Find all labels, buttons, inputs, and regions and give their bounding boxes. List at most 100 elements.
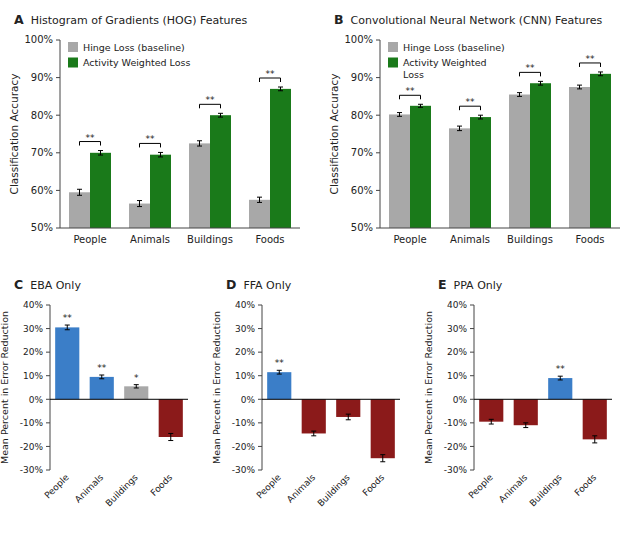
error-bar-line: [160, 152, 161, 157]
y-tick-label: -30%: [20, 465, 44, 475]
error-bar-cap: [523, 422, 528, 423]
y-tick-label: 50%: [351, 222, 373, 233]
bar: [270, 89, 291, 228]
y-tick-label: -10%: [444, 418, 468, 428]
bar: [90, 377, 114, 399]
bar: [210, 115, 231, 228]
legend-swatch: [68, 58, 78, 68]
y-axis-label: Mean Percent in Error Reduction: [423, 311, 434, 464]
bar: [583, 399, 607, 439]
x-tick-label: Foods: [575, 234, 604, 245]
error-bar: [397, 113, 402, 117]
y-tick: [470, 352, 474, 353]
significance-label: **: [526, 63, 536, 73]
error-bar: [278, 87, 283, 91]
y-tick: [470, 422, 474, 423]
y-axis-line: [60, 40, 61, 228]
y-tick: [470, 470, 474, 471]
error-bar-line: [399, 113, 400, 117]
y-tick: [470, 446, 474, 447]
error-bar-line: [382, 455, 383, 462]
bar: [302, 399, 326, 433]
error-bar-line: [101, 375, 102, 379]
y-tick: [258, 305, 262, 306]
y-tick-label: -30%: [444, 465, 468, 475]
y-tick-label: 100%: [344, 34, 373, 45]
error-bar-cap: [137, 206, 142, 207]
error-bar-line: [313, 431, 314, 436]
error-bar-cap: [257, 202, 262, 203]
error-bar-cap: [197, 146, 202, 147]
panel-title-text: PPA Only: [454, 279, 503, 292]
y-tick-label: -30%: [232, 465, 256, 475]
error-bar-cap: [77, 195, 82, 196]
x-tick-label: Buildings: [187, 234, 233, 245]
error-bar-cap: [558, 376, 563, 377]
error-bar-cap: [577, 85, 582, 86]
bar: [590, 74, 611, 228]
error-bar: [277, 370, 282, 374]
bar: [90, 153, 111, 228]
error-bar-line: [280, 87, 281, 91]
bar: [371, 399, 395, 458]
error-bar: [457, 126, 462, 131]
y-tick: [56, 228, 60, 229]
error-bar-cap: [158, 152, 163, 153]
error-bar-cap: [311, 435, 316, 436]
error-bar-cap: [558, 379, 563, 380]
bar: [470, 117, 491, 228]
significance-label: **: [275, 358, 285, 368]
error-bar: [598, 72, 603, 76]
error-bar-cap: [598, 75, 603, 76]
error-bar-line: [579, 85, 580, 89]
error-bar-cap: [397, 116, 402, 117]
panel-title: AHistogram of Gradients (HOG) Features: [14, 12, 248, 27]
error-bar: [99, 375, 104, 379]
error-bar-cap: [592, 435, 597, 436]
x-tick-label: Foods: [573, 472, 599, 498]
error-bar: [98, 151, 103, 156]
y-tick-label: 30%: [235, 324, 255, 334]
y-tick-label: 80%: [351, 110, 373, 121]
significance-label: **: [266, 69, 276, 79]
error-bar-cap: [168, 440, 173, 441]
y-tick: [258, 328, 262, 329]
bar: [159, 399, 183, 437]
legend-label-line: Hinge Loss (baseline): [403, 42, 505, 53]
y-tick: [376, 115, 380, 116]
x-tick-label: Animals: [497, 472, 530, 505]
y-tick: [46, 328, 50, 329]
error-bar: [168, 433, 173, 440]
error-bar-cap: [158, 156, 163, 157]
y-tick-label: 30%: [447, 324, 467, 334]
panel: AHistogram of Gradients (HOG) FeaturesCl…: [8, 12, 300, 416]
error-bar-cap: [523, 427, 528, 428]
significance-label: **: [586, 54, 596, 64]
panel: CEBA OnlyMean Percent in Error Reduction…: [0, 277, 188, 508]
error-bar-line: [525, 423, 526, 428]
error-bar-line: [220, 113, 221, 117]
error-bar-cap: [346, 419, 351, 420]
error-bar-line: [491, 419, 492, 424]
bar: [449, 128, 470, 228]
error-bar-cap: [137, 200, 142, 201]
legend-label-line: Hinge Loss (baseline): [83, 42, 185, 53]
error-bar-cap: [577, 88, 582, 89]
error-bar-cap: [538, 85, 543, 86]
error-bar-line: [594, 436, 595, 443]
y-tick: [258, 446, 262, 447]
significance-label: *: [134, 373, 139, 383]
error-bar: [65, 325, 70, 330]
bar: [55, 327, 79, 399]
y-tick-label: 70%: [31, 147, 53, 158]
error-bar-cap: [168, 433, 173, 434]
error-bar: [346, 414, 351, 420]
error-bar-line: [540, 81, 541, 85]
error-bar-cap: [65, 329, 70, 330]
panel-letter: A: [14, 12, 24, 27]
significance-label: **: [86, 133, 96, 143]
error-bar-cap: [418, 104, 423, 105]
x-tick-label: Animals: [450, 234, 490, 245]
bar: [410, 106, 431, 228]
x-tick-label: Foods: [149, 472, 175, 498]
